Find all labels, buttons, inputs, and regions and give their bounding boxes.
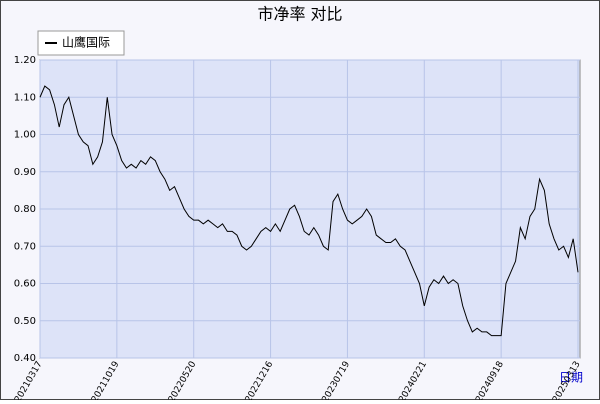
y-tick-label: 0.90	[14, 167, 36, 178]
y-tick-label: 0.60	[14, 279, 36, 290]
y-tick-label: 1.00	[14, 130, 36, 141]
y-tick-label: 0.50	[14, 316, 36, 327]
y-tick-label: 1.20	[14, 55, 36, 66]
data-line	[39, 85, 579, 337]
y-tick-label: 0.80	[14, 204, 36, 215]
chart-title: 市净率 对比	[257, 5, 342, 24]
x-axis-label: 日期	[559, 371, 583, 385]
y-tick-label: 1.10	[14, 92, 36, 103]
legend-label: 山鹰国际	[62, 35, 110, 50]
y-tick-label: 0.70	[14, 241, 36, 252]
y-tick-label: 0.40	[14, 353, 36, 364]
